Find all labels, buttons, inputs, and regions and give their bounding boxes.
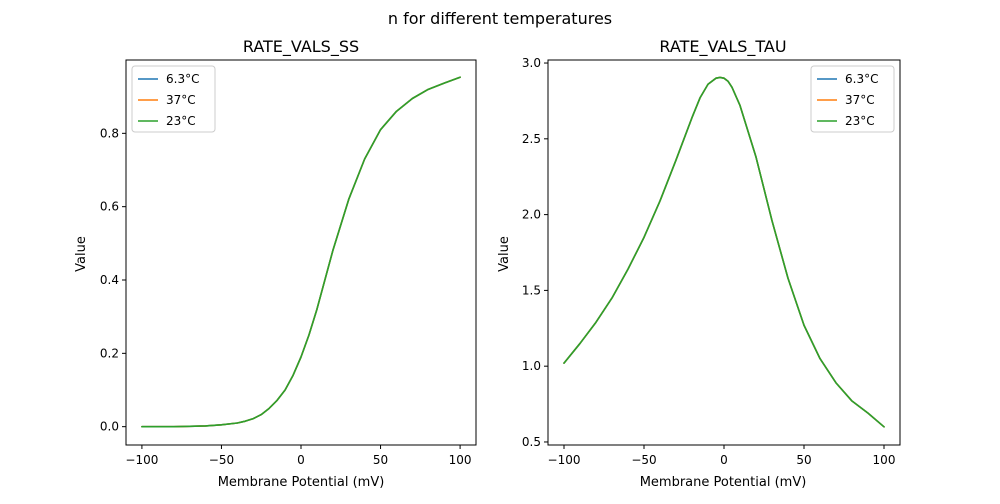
y-axis-label: Value — [497, 236, 512, 272]
x-tick-label: 100 — [449, 453, 472, 467]
x-axis-label: Membrane Potential (mV) — [640, 475, 807, 490]
figure-suptitle: n for different temperatures — [388, 9, 612, 28]
legend-label: 6.3°C — [845, 72, 878, 86]
legend-label: 37°C — [845, 93, 875, 107]
y-tick-label: 0.2 — [100, 346, 119, 360]
legend-label: 23°C — [845, 114, 875, 128]
x-tick-label: 0 — [297, 453, 305, 467]
axis-ticks: −100 −50 0 50 100 0.5 1.0 1.5 2.0 2.5 3.0 — [522, 56, 896, 467]
chart-rate-vals-tau: RATE_VALS_TAU Membrane Potential (mV) Va… — [497, 37, 901, 490]
legend-frame — [131, 65, 216, 133]
x-tick-label: −100 — [125, 453, 158, 467]
y-tick-label: 0.5 — [522, 435, 541, 449]
y-tick-label: 0.8 — [100, 126, 119, 140]
y-tick-label: 2.0 — [522, 208, 541, 222]
legend-label: 6.3°C — [166, 72, 199, 86]
x-tick-label: 50 — [373, 453, 388, 467]
plot-lines — [563, 76, 885, 428]
axes-frame — [125, 59, 477, 446]
legend-label: 37°C — [166, 93, 196, 107]
y-tick-label: 1.0 — [522, 359, 541, 373]
chart-rate-vals-ss: RATE_VALS_SS Membrane Potential (mV) Val… — [74, 37, 477, 490]
y-tick-label: 1.5 — [522, 283, 541, 297]
x-tick-label: 50 — [796, 453, 811, 467]
y-tick-label: 3.0 — [522, 56, 541, 70]
y-axis-label: Value — [74, 236, 89, 272]
series-line — [563, 76, 885, 428]
x-tick-label: 0 — [720, 453, 728, 467]
legend-label: 23°C — [166, 114, 196, 128]
axis-ticks: −100 −50 0 50 100 0.0 0.2 0.4 0.6 0.8 — [100, 126, 472, 467]
legend: 6.3°C 37°C 23°C — [810, 65, 895, 133]
legend-frame — [810, 65, 895, 133]
legend: 6.3°C 37°C 23°C — [131, 65, 216, 133]
x-axis-label: Membrane Potential (mV) — [218, 475, 385, 490]
chart-title: RATE_VALS_TAU — [659, 37, 786, 57]
y-tick-label: 0.4 — [100, 273, 119, 287]
x-tick-label: −100 — [548, 453, 581, 467]
y-tick-label: 2.5 — [522, 132, 541, 146]
y-tick-label: 0.6 — [100, 200, 119, 214]
chart-title: RATE_VALS_SS — [243, 37, 359, 57]
plot-lines — [141, 76, 461, 428]
axes-frame — [547, 59, 901, 446]
x-tick-label: 100 — [873, 453, 896, 467]
series-line — [141, 76, 461, 428]
x-tick-label: −50 — [631, 453, 656, 467]
x-tick-label: −50 — [209, 453, 234, 467]
y-tick-label: 0.0 — [100, 420, 119, 434]
